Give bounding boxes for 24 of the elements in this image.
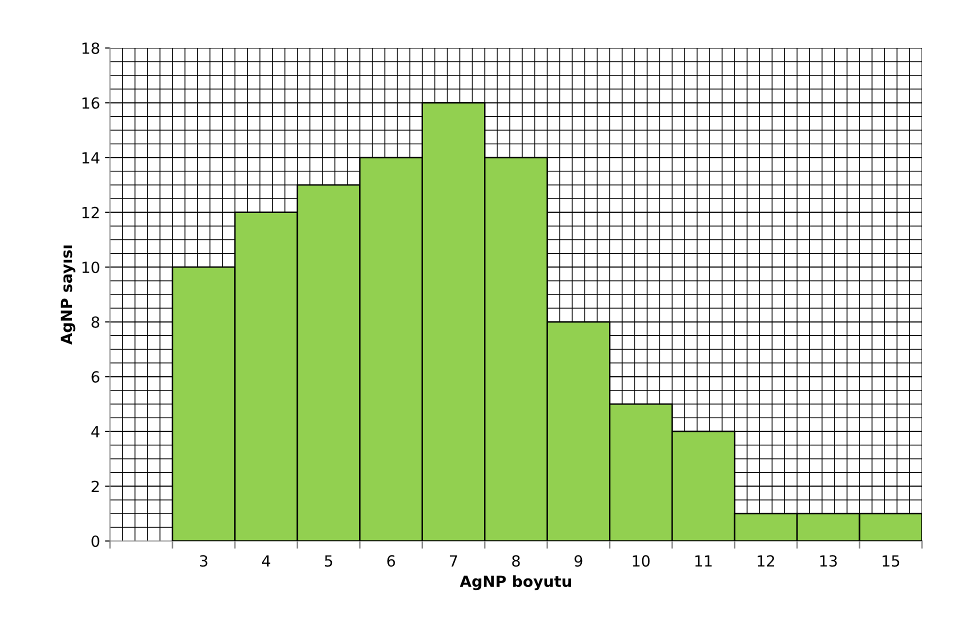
x-tick-label: 7	[450, 555, 458, 566]
x-tick-label: 12	[758, 555, 774, 566]
x-tick-label: 6	[387, 555, 395, 567]
x-axis-title: AgNP boyutu	[460, 575, 571, 590]
y-tick-label: 2	[92, 480, 99, 492]
x-tick-label: 5	[324, 555, 332, 567]
x-tick-label: 15	[882, 555, 900, 567]
y-tick-label: 6	[92, 371, 100, 383]
y-axis-title: AgNP sayısı	[60, 246, 76, 345]
y-tick-label: 4	[91, 426, 100, 438]
y-tick-label: 10	[82, 262, 100, 274]
y-tick-label: 18	[82, 42, 100, 54]
y-tick-label: 0	[92, 535, 100, 548]
y-tick-label: 14	[82, 152, 100, 164]
x-tick-label: 10	[632, 555, 650, 567]
x-tick-label: 9	[574, 555, 582, 567]
x-tick-label: 8	[512, 555, 520, 567]
x-tick-label: 13	[820, 555, 837, 567]
y-tick-label: 16	[82, 97, 100, 109]
x-tick-label: 3	[200, 555, 208, 567]
y-tick-label: 8	[92, 316, 100, 328]
x-tick-label: 11	[695, 555, 712, 566]
y-tick-label: 12	[82, 206, 99, 218]
x-tick-label: 4	[262, 555, 270, 566]
